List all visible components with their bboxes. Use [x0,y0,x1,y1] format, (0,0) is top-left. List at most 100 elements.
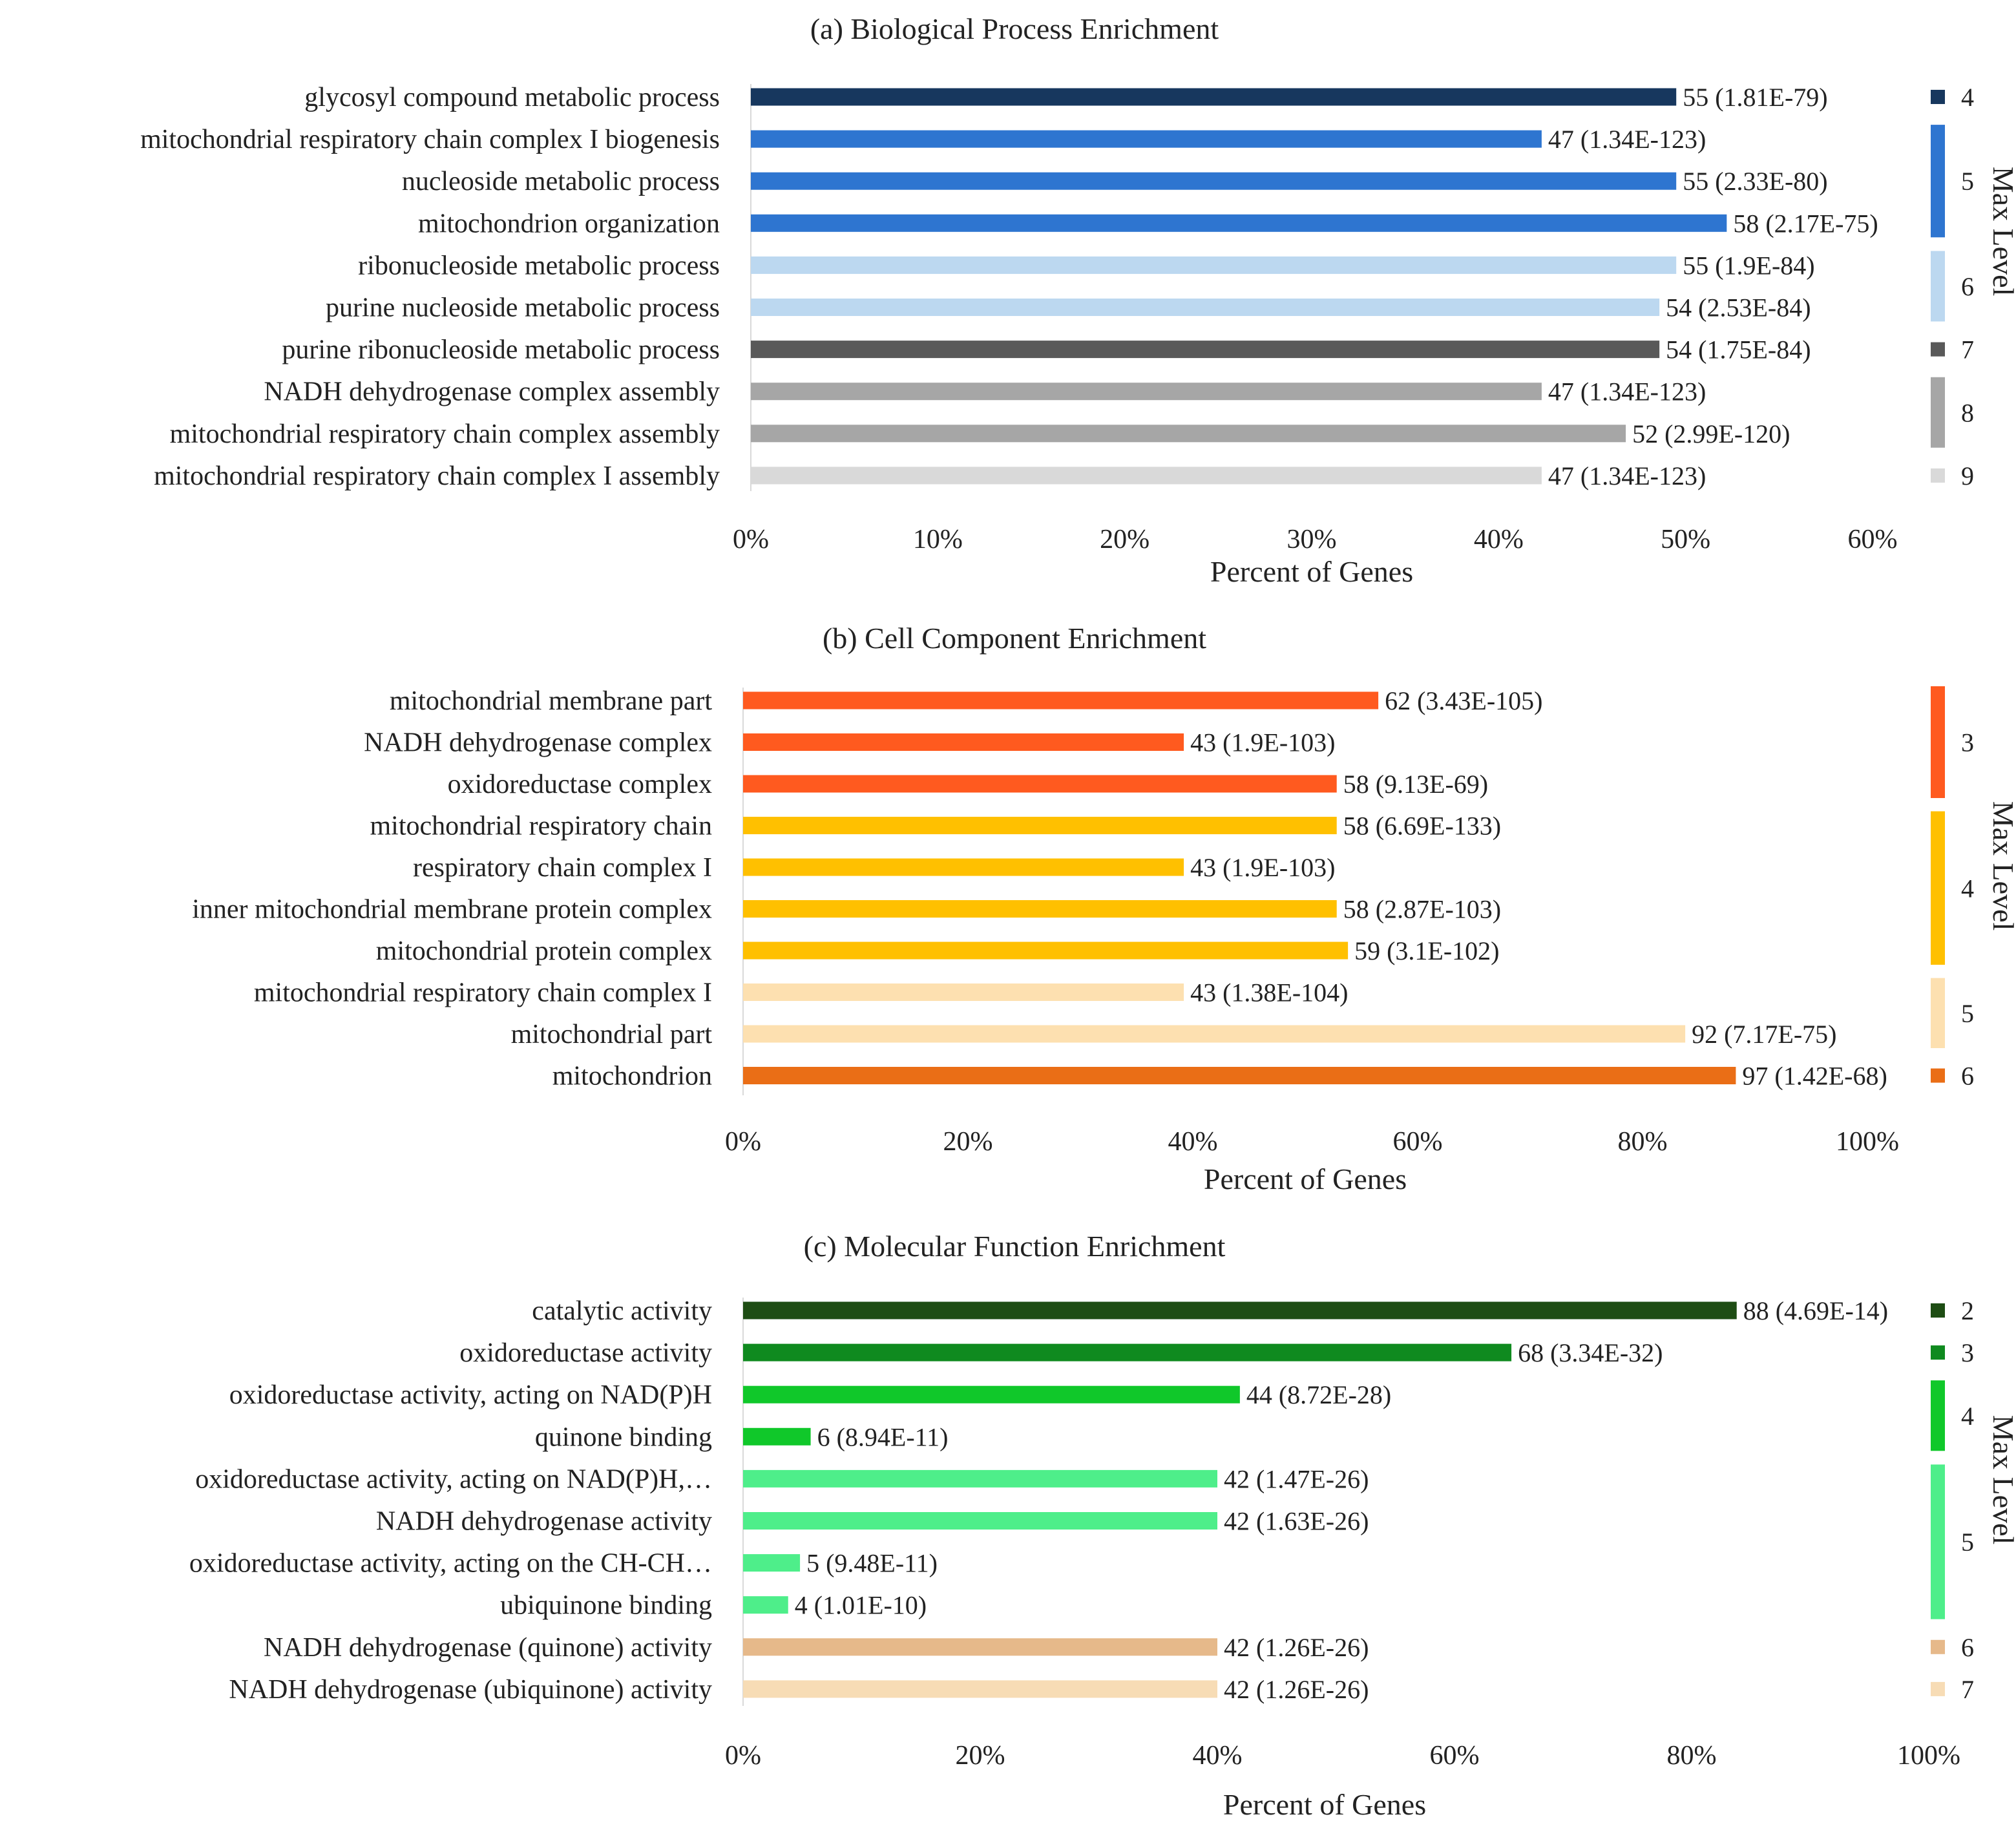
data-label: 47 (1.34E-123) [1548,377,1706,406]
legend-title: Max Level [1987,167,2016,297]
chart-title: (a) Biological Process Enrichment [810,12,1219,45]
data-label: 58 (9.13E-69) [1343,770,1488,799]
chart-title: (c) Molecular Function Enrichment [804,1230,1226,1263]
category-label: mitochondrion organization [418,209,720,238]
x-tick-label: 20% [943,1127,993,1157]
data-label: 44 (8.72E-28) [1246,1380,1391,1409]
legend-level-label: 7 [1961,1675,1974,1704]
legend-level-label: 6 [1961,1062,1974,1091]
bar [751,383,1542,401]
legend-level-label: 3 [1961,1338,1974,1367]
data-label: 55 (2.33E-80) [1683,167,1827,196]
bar [751,88,1677,106]
legend-swatch-level-5 [1931,978,1945,1048]
bar [751,130,1542,148]
category-label: purine nucleoside metabolic process [326,293,720,323]
legend-swatch-level-5 [1931,1464,1945,1619]
legend-swatch-level-2 [1931,1303,1945,1318]
legend-swatch-level-6 [1931,251,1945,322]
category-label: mitochondrial respiratory chain complex … [254,978,712,1008]
bar [743,1596,788,1614]
legend-level-label: 4 [1961,874,1974,903]
bar [751,299,1660,316]
data-label: 58 (2.17E-75) [1733,209,1878,238]
data-label: 55 (1.81E-79) [1683,83,1827,112]
legend-title: Max Level [1987,801,2016,931]
category-label: mitochondrial part [511,1020,713,1049]
x-tick-label: 80% [1618,1127,1668,1157]
legend-level-label: 5 [1961,167,1974,196]
chart-panel-1: (a) Biological Process Enrichment glycosy… [140,12,2016,588]
x-tick-label: 60% [1430,1741,1480,1771]
category-label: oxidoreductase activity [459,1338,712,1368]
category-label: mitochondrial protein complex [376,936,712,966]
category-label: mitochondrial respiratory chain complex … [170,419,720,449]
category-label: NADH dehydrogenase complex assembly [264,377,720,407]
data-label: 47 (1.34E-123) [1548,461,1706,490]
data-label: 42 (1.63E-26) [1224,1507,1369,1536]
chart-panel-3: (c) Molecular Function Enrichment catalyt… [189,1230,2016,1821]
legend-level-label: 4 [1961,1402,1974,1431]
category-label: inner mitochondrial membrane protein com… [192,895,712,925]
x-tick-label: 20% [1100,525,1150,554]
data-label: 55 (1.9E-84) [1683,251,1814,280]
legend-level-label: 7 [1961,335,1974,364]
x-tick-label: 80% [1667,1741,1717,1771]
x-tick-label: 30% [1287,525,1337,554]
bar [743,1554,801,1572]
data-label: 6 (8.94E-11) [817,1422,949,1451]
bar [743,900,1337,918]
category-label: ribonucleoside metabolic process [358,251,720,280]
bar [743,858,1184,876]
legend-level-label: 5 [1961,999,1974,1028]
data-label: 54 (1.75E-84) [1666,335,1811,364]
category-label: oxidoreductase activity, acting on the C… [189,1549,712,1579]
bar [743,775,1337,793]
legend-title: Max Level [1987,1415,2016,1545]
bar [743,733,1184,751]
category-label: mitochondrial respiratory chain [370,812,713,841]
legend-swatch-level-6 [1931,1068,1945,1083]
x-tick-label: 20% [956,1741,1005,1771]
data-label: 43 (1.9E-103) [1190,853,1335,882]
legend-swatch-level-8 [1931,377,1945,448]
x-tick-label: 0% [733,525,769,554]
category-label: NADH dehydrogenase (ubiquinone) activity [229,1675,712,1705]
x-tick-label: 10% [913,525,963,554]
x-tick-label: 60% [1393,1127,1443,1157]
category-label: respiratory chain complex I [413,853,712,883]
category-label: mitochondrion [552,1062,712,1091]
chart-title: (b) Cell Component Enrichment [823,622,1206,655]
legend-level-label: 5 [1961,1528,1974,1557]
data-label: 42 (1.26E-26) [1224,1633,1369,1662]
bar [743,1301,1737,1320]
x-tick-label: 40% [1193,1741,1243,1771]
legend-swatch-level-4 [1931,1380,1945,1451]
x-axis-title: Percent of Genes [1223,1788,1426,1821]
legend-swatch-level-7 [1931,342,1945,357]
category-label: ubiquinone binding [500,1591,712,1621]
data-label: 68 (3.34E-32) [1518,1338,1663,1367]
bar [751,425,1626,443]
bar [743,1343,1512,1362]
data-label: 47 (1.34E-123) [1548,125,1706,154]
legend-level-label: 6 [1961,1633,1974,1662]
bar [751,341,1660,359]
category-label: NADH dehydrogenase complex [364,728,712,758]
data-label: 54 (2.53E-84) [1666,293,1811,322]
legend-level-label: 4 [1961,83,1974,112]
category-label: glycosyl compound metabolic process [304,83,720,112]
category-label: oxidoreductase activity, acting on NAD(P… [195,1464,712,1494]
legend-swatch-level-9 [1931,468,1945,483]
x-tick-label: 40% [1474,525,1524,554]
data-label: 88 (4.69E-14) [1743,1296,1888,1325]
legend-level-label: 2 [1961,1296,1974,1325]
category-label: mitochondrial respiratory chain complex … [140,125,720,154]
bar [743,1469,1217,1488]
category-label: nucleoside metabolic process [402,167,720,196]
category-label: catalytic activity [532,1296,712,1326]
bar [751,214,1727,232]
data-label: 42 (1.26E-26) [1224,1675,1369,1704]
data-label: 92 (7.17E-75) [1692,1020,1836,1049]
bar [751,467,1542,485]
